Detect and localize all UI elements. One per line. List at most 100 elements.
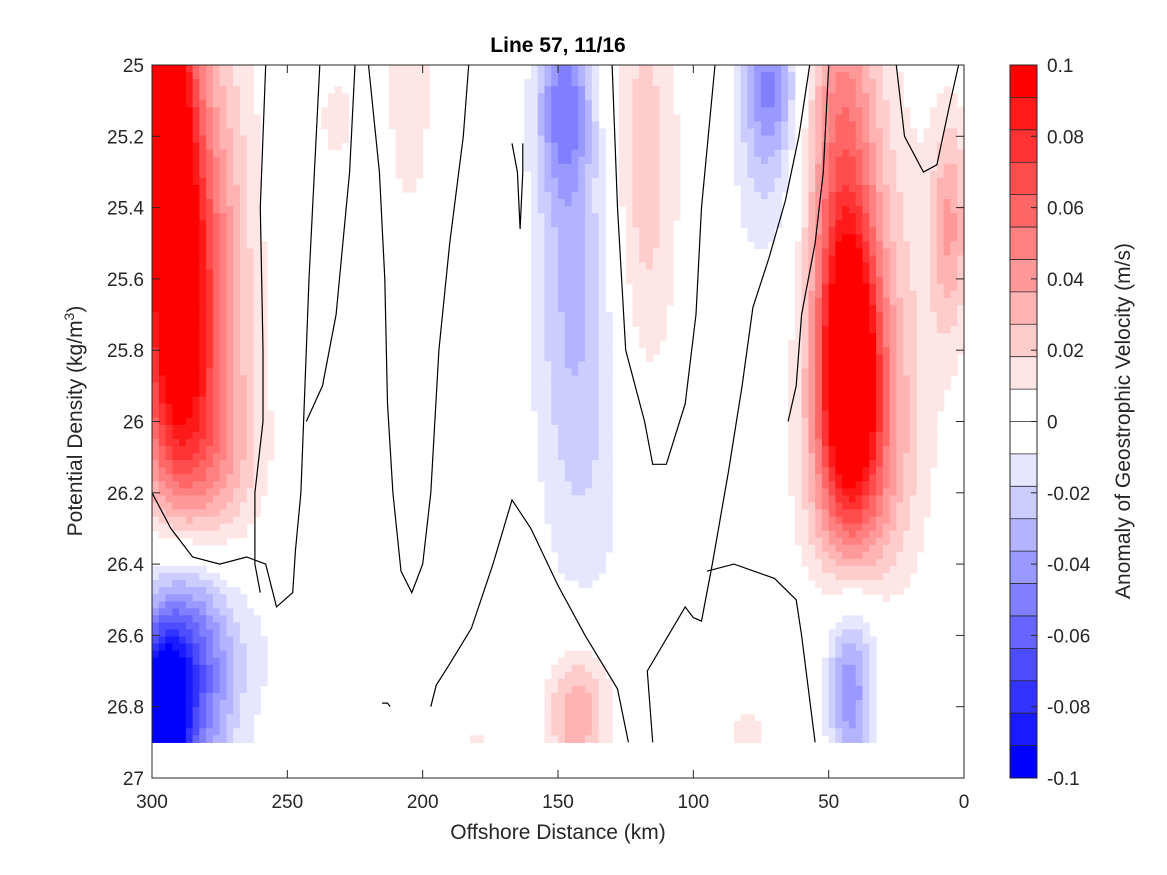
field-cell	[761, 100, 769, 108]
field-cell	[558, 290, 566, 299]
field-cell	[530, 361, 539, 369]
field-cell	[199, 156, 207, 165]
field-cell	[219, 580, 228, 588]
field-cell	[916, 516, 924, 525]
field-cell	[909, 311, 918, 320]
field-cell	[199, 438, 207, 447]
field-cell	[199, 565, 207, 574]
field-cell	[605, 368, 613, 377]
field-cell	[909, 424, 918, 433]
field-cell	[828, 213, 837, 221]
field-cell	[591, 523, 600, 532]
field-cell	[578, 297, 586, 306]
field-cell	[909, 163, 918, 172]
field-cell	[923, 502, 931, 511]
field-cell	[848, 79, 857, 87]
field-cell	[598, 530, 606, 539]
field-cell	[219, 206, 228, 214]
field-cell	[551, 283, 559, 292]
field-cell	[909, 431, 918, 440]
field-cell	[605, 509, 613, 518]
field-cell	[815, 424, 823, 433]
field-cell	[199, 368, 207, 377]
field-cell	[530, 65, 539, 73]
field-cell	[199, 650, 207, 659]
field-cell	[585, 269, 593, 278]
field-cell	[219, 453, 228, 461]
field-cell	[185, 149, 194, 158]
field-cell	[761, 192, 769, 200]
field-cell	[206, 142, 214, 151]
field-cell	[632, 297, 640, 306]
field-cell	[639, 128, 647, 137]
field-cell	[943, 382, 952, 391]
field-cell	[152, 453, 160, 461]
field-cell	[571, 333, 579, 341]
field-cell	[212, 333, 221, 341]
field-cell	[835, 65, 843, 73]
field-cell	[598, 551, 606, 560]
field-cell	[239, 269, 248, 278]
field-cell	[909, 438, 918, 447]
field-cell	[618, 156, 627, 165]
field-cell	[598, 728, 606, 736]
field-cell	[869, 389, 877, 398]
colorbar-segment	[1010, 453, 1037, 487]
field-cell	[903, 262, 911, 271]
field-cell	[876, 502, 884, 511]
field-cell	[591, 177, 600, 186]
field-cell	[165, 326, 173, 334]
field-cell	[923, 304, 931, 313]
field-cell	[551, 460, 559, 468]
field-cell	[199, 192, 207, 200]
field-cell	[219, 170, 228, 179]
field-cell	[544, 163, 552, 172]
field-cell	[199, 615, 207, 624]
field-cell	[564, 431, 573, 440]
field-cell	[788, 114, 796, 123]
field-cell	[219, 685, 228, 694]
field-cell	[158, 417, 167, 426]
field-cell	[821, 453, 830, 461]
field-cell	[869, 93, 877, 101]
field-cell	[876, 460, 884, 468]
field-cell	[558, 361, 566, 369]
field-cell	[334, 121, 343, 130]
field-cell	[179, 446, 187, 454]
field-cell	[747, 184, 755, 193]
field-cell	[219, 671, 228, 680]
field-cell	[551, 86, 559, 94]
field-cell	[876, 206, 884, 214]
field-cell	[578, 692, 586, 701]
field-cell	[876, 276, 884, 285]
field-cell	[950, 199, 958, 207]
field-cell	[219, 714, 228, 722]
field-cell	[591, 354, 600, 362]
field-cell	[916, 453, 924, 461]
field-cell	[578, 446, 586, 454]
field-cell	[260, 417, 268, 426]
field-cell	[842, 438, 850, 447]
field-cell	[869, 354, 877, 362]
field-cell	[862, 565, 870, 574]
field-cell	[828, 467, 837, 475]
field-cell	[855, 184, 864, 193]
field-cell	[226, 177, 234, 186]
field-cell	[855, 107, 864, 115]
field-cell	[828, 86, 837, 94]
field-cell	[185, 184, 194, 193]
field-cell	[585, 453, 593, 461]
field-cell	[395, 79, 403, 87]
field-cell	[815, 551, 823, 560]
field-cell	[239, 502, 248, 511]
field-cell	[179, 565, 187, 574]
field-cell	[794, 495, 803, 504]
field-cell	[632, 304, 640, 313]
field-cell	[158, 375, 167, 384]
field-cell	[233, 664, 241, 673]
field-cell	[903, 128, 911, 137]
field-cell	[179, 149, 187, 158]
field-cell	[179, 368, 187, 377]
field-cell	[206, 502, 214, 511]
field-cell	[199, 184, 207, 193]
